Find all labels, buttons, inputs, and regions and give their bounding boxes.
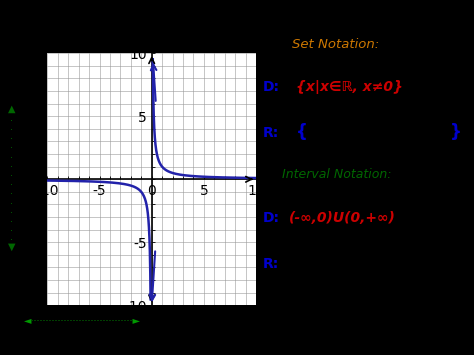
Text: R:: R: <box>263 126 279 140</box>
Text: (-∞,0)U(0,+∞): (-∞,0)U(0,+∞) <box>289 211 396 225</box>
Text: Interval Notation:: Interval Notation: <box>282 168 392 180</box>
Text: x: x <box>259 174 265 184</box>
Text: ▲
.
.
.
.
.
.
.
.
.
.
.
.
.
.
▼: ▲ . . . . . . . . . . . . . . ▼ <box>8 104 16 251</box>
Text: {x|x∈ℝ, x≠0}: {x|x∈ℝ, x≠0} <box>296 80 403 93</box>
Text: R:: R: <box>263 257 279 271</box>
Text: Set Notation:: Set Notation: <box>292 38 379 51</box>
Text: {: { <box>296 123 308 141</box>
Text: ◄··································►: ◄··································► <box>24 315 141 325</box>
Text: D:: D: <box>263 211 280 225</box>
Text: D:: D: <box>263 80 280 93</box>
Text: 2.: 2. <box>38 32 57 50</box>
Text: }: } <box>450 123 462 141</box>
